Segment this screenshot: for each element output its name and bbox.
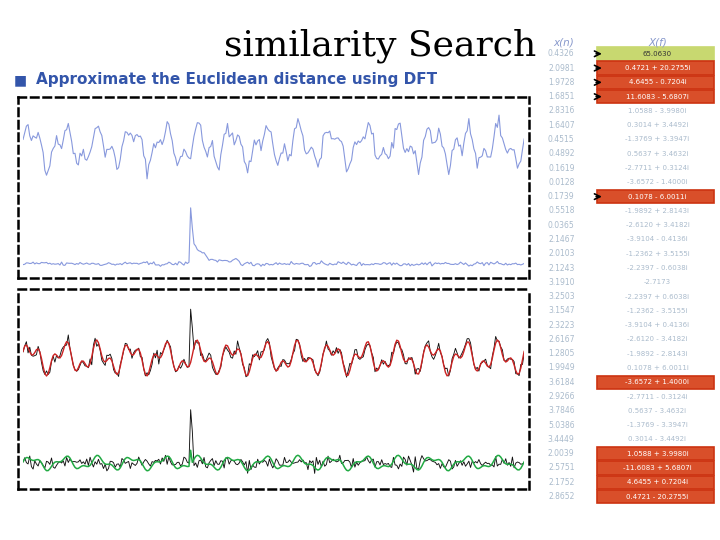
Text: 0.4892: 0.4892 xyxy=(548,149,575,158)
Text: 2.8652: 2.8652 xyxy=(548,492,575,501)
Text: 2.9266: 2.9266 xyxy=(548,392,575,401)
Text: 0.1078 - 6.0011i: 0.1078 - 6.0011i xyxy=(629,194,687,200)
Text: 0.4721 + 20.2755i: 0.4721 + 20.2755i xyxy=(625,65,690,71)
Bar xyxy=(597,76,714,89)
Bar xyxy=(597,447,714,460)
Text: -1.2362 - 3.5155i: -1.2362 - 3.5155i xyxy=(627,308,688,314)
Text: 0.4326: 0.4326 xyxy=(548,49,575,58)
Bar xyxy=(597,476,714,489)
Text: 1.0588 + 3.9980i: 1.0588 + 3.9980i xyxy=(626,451,688,457)
Text: 0.4721 - 20.2755i: 0.4721 - 20.2755i xyxy=(626,494,688,500)
Text: -1.9892 - 2.8143i: -1.9892 - 2.8143i xyxy=(627,350,688,357)
Bar xyxy=(597,461,714,475)
Text: -2.7711 - 0.3124i: -2.7711 - 0.3124i xyxy=(627,394,688,400)
Bar xyxy=(597,376,714,389)
Text: 0.1739: 0.1739 xyxy=(548,192,575,201)
Text: 5.0386: 5.0386 xyxy=(548,421,575,430)
Text: 0.4515: 0.4515 xyxy=(548,135,575,144)
Text: -3.9104 + 0.4136i: -3.9104 + 0.4136i xyxy=(626,322,690,328)
Text: similarity Search: similarity Search xyxy=(224,29,536,63)
Text: X(f): X(f) xyxy=(648,38,667,48)
Text: 1.2805: 1.2805 xyxy=(548,349,575,358)
Text: 3.1547: 3.1547 xyxy=(548,306,575,315)
Text: -2.7711 + 0.3124i: -2.7711 + 0.3124i xyxy=(626,165,690,171)
Text: -2.2397 - 0.6038i: -2.2397 - 0.6038i xyxy=(627,265,688,271)
Text: -1.3769 - 3.3947i: -1.3769 - 3.3947i xyxy=(627,422,688,428)
Text: 2.0981: 2.0981 xyxy=(548,64,575,72)
Text: 0.3014 - 3.4492i: 0.3014 - 3.4492i xyxy=(629,436,686,442)
Text: 0.3014 + 3.4492i: 0.3014 + 3.4492i xyxy=(627,122,688,128)
Text: 3.6184: 3.6184 xyxy=(548,378,575,387)
Text: -11.6083 + 5.6807i: -11.6083 + 5.6807i xyxy=(623,465,692,471)
Text: 2.3223: 2.3223 xyxy=(548,321,575,329)
Text: 1.9728: 1.9728 xyxy=(548,78,575,87)
Text: 3.1910: 3.1910 xyxy=(548,278,575,287)
Text: 0.0365: 0.0365 xyxy=(548,221,575,230)
Text: 2.1752: 2.1752 xyxy=(548,478,575,487)
Bar xyxy=(597,490,714,503)
Bar xyxy=(597,62,714,75)
Text: -3.6572 + 1.4000i: -3.6572 + 1.4000i xyxy=(626,379,690,385)
Text: -2.6120 - 3.4182i: -2.6120 - 3.4182i xyxy=(627,336,688,342)
Text: 1.6851: 1.6851 xyxy=(548,92,575,101)
Text: Exact data mining on in-exact data: Exact data mining on in-exact data xyxy=(9,7,217,20)
Text: -2.2397 + 0.6038i: -2.2397 + 0.6038i xyxy=(626,294,690,300)
Text: 3.7846: 3.7846 xyxy=(548,406,575,415)
Text: 65.0630: 65.0630 xyxy=(643,51,672,57)
Text: 0.1619: 0.1619 xyxy=(548,164,575,173)
Text: 11.6083 - 5.6807i: 11.6083 - 5.6807i xyxy=(626,93,689,100)
Bar xyxy=(597,47,714,60)
Text: 1.9949: 1.9949 xyxy=(548,363,575,373)
Text: 2.0039: 2.0039 xyxy=(548,449,575,458)
Text: 11.1624: 11.1624 xyxy=(449,399,513,413)
Text: 1.0588 - 3.9980i: 1.0588 - 3.9980i xyxy=(629,108,687,114)
Text: 0.5518: 0.5518 xyxy=(548,206,575,215)
Text: 2.1243: 2.1243 xyxy=(548,264,575,273)
Bar xyxy=(597,190,714,203)
Text: Approximate the Euclidean distance using DFT: Approximate the Euclidean distance using… xyxy=(35,72,437,87)
Text: 0.1078 + 6.0011i: 0.1078 + 6.0011i xyxy=(626,365,688,371)
Text: -2.7173: -2.7173 xyxy=(644,279,671,285)
Text: (11): (11) xyxy=(682,7,711,20)
Text: 3.2503: 3.2503 xyxy=(548,292,575,301)
Text: 0.0128: 0.0128 xyxy=(548,178,575,187)
Text: -1.3769 + 3.3947i: -1.3769 + 3.3947i xyxy=(626,137,690,143)
Text: -2.6120 + 3.4182i: -2.6120 + 3.4182i xyxy=(626,222,690,228)
Text: 4.6455 - 0.7204i: 4.6455 - 0.7204i xyxy=(629,79,686,85)
Text: 2.6167: 2.6167 xyxy=(548,335,575,344)
Text: x(n): x(n) xyxy=(553,38,574,48)
Text: 0.5637 - 3.4632i: 0.5637 - 3.4632i xyxy=(629,408,687,414)
Text: 2.1467: 2.1467 xyxy=(548,235,575,244)
Text: 2.5751: 2.5751 xyxy=(548,463,575,472)
Bar xyxy=(597,90,714,103)
Text: -1.2362 + 3.5155i: -1.2362 + 3.5155i xyxy=(626,251,689,256)
Text: ■: ■ xyxy=(14,73,27,87)
Text: 1.6407: 1.6407 xyxy=(548,121,575,130)
Text: 2.8316: 2.8316 xyxy=(548,106,575,116)
Text: 0.5637 + 3.4632i: 0.5637 + 3.4632i xyxy=(626,151,688,157)
Text: -1.9892 + 2.8143i: -1.9892 + 2.8143i xyxy=(626,208,690,214)
Text: 4.6455 + 0.7204i: 4.6455 + 0.7204i xyxy=(627,479,688,485)
Text: 11.5517: 11.5517 xyxy=(449,188,513,202)
Text: -3.6572 - 1.4000i: -3.6572 - 1.4000i xyxy=(627,179,688,185)
Text: 2.0103: 2.0103 xyxy=(548,249,575,258)
Text: -3.9104 - 0.4136i: -3.9104 - 0.4136i xyxy=(627,237,688,242)
Text: 3.4449: 3.4449 xyxy=(548,435,575,444)
